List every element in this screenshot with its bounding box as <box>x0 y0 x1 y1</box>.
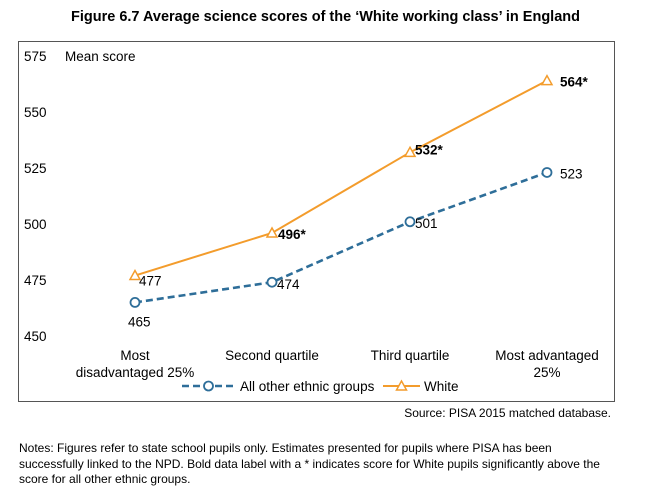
data-point-triangle <box>540 74 554 86</box>
y-tick-label: 475 <box>24 273 47 288</box>
data-label: 465 <box>128 314 151 329</box>
y-tick-label: 575 <box>24 49 47 64</box>
data-point-circle <box>541 167 553 178</box>
notes-text: Notes: Figures refer to state school pup… <box>19 441 600 486</box>
data-label: 501 <box>415 216 438 231</box>
chart-title: Figure 6.7 Average science scores of the… <box>70 9 580 25</box>
data-label: 532* <box>415 142 444 157</box>
x-tick-label: 25% <box>533 365 560 380</box>
y-tick-label: 550 <box>24 105 47 120</box>
data-label: 477 <box>139 274 162 289</box>
data-label: 474 <box>277 277 300 292</box>
x-tick-label: Most <box>120 348 150 363</box>
y-tick-label: 525 <box>24 161 47 176</box>
line-chart: 450 475 500 525 550 575 Mean score Most disadvan… <box>24 49 599 394</box>
legend-label: All other ethnic groups <box>240 379 375 394</box>
data-label: 523 <box>560 166 583 181</box>
y-tick-label: 450 <box>24 329 47 344</box>
data-point-triangle <box>265 226 279 238</box>
chart-frame: 450 475 500 525 550 575 Mean score Most disadvan… <box>18 41 615 402</box>
data-label: 496* <box>278 227 307 242</box>
series-line-white <box>134 79 548 277</box>
legend-marker-circle <box>203 380 214 392</box>
data-point-triangle <box>128 268 142 281</box>
data-point-triangle <box>403 145 417 158</box>
data-point-circle <box>266 276 278 288</box>
x-tick-label: Third quartile <box>371 348 450 363</box>
x-tick-label: disadvantaged 25% <box>76 365 195 380</box>
y-tick-label: 500 <box>24 217 47 232</box>
data-point-circle <box>404 216 416 228</box>
legend-marker-triangle <box>395 379 408 391</box>
legend-label: White <box>424 379 459 394</box>
data-point-circle <box>129 296 141 308</box>
data-label: 564* <box>560 75 589 90</box>
series-line-other-groups <box>134 171 548 304</box>
x-tick-label: Most advantaged <box>495 348 599 363</box>
y-axis-label: Mean score <box>65 49 136 64</box>
source-note: Source: PISA 2015 matched database. <box>404 406 611 420</box>
x-tick-label: Second quartile <box>225 348 319 363</box>
